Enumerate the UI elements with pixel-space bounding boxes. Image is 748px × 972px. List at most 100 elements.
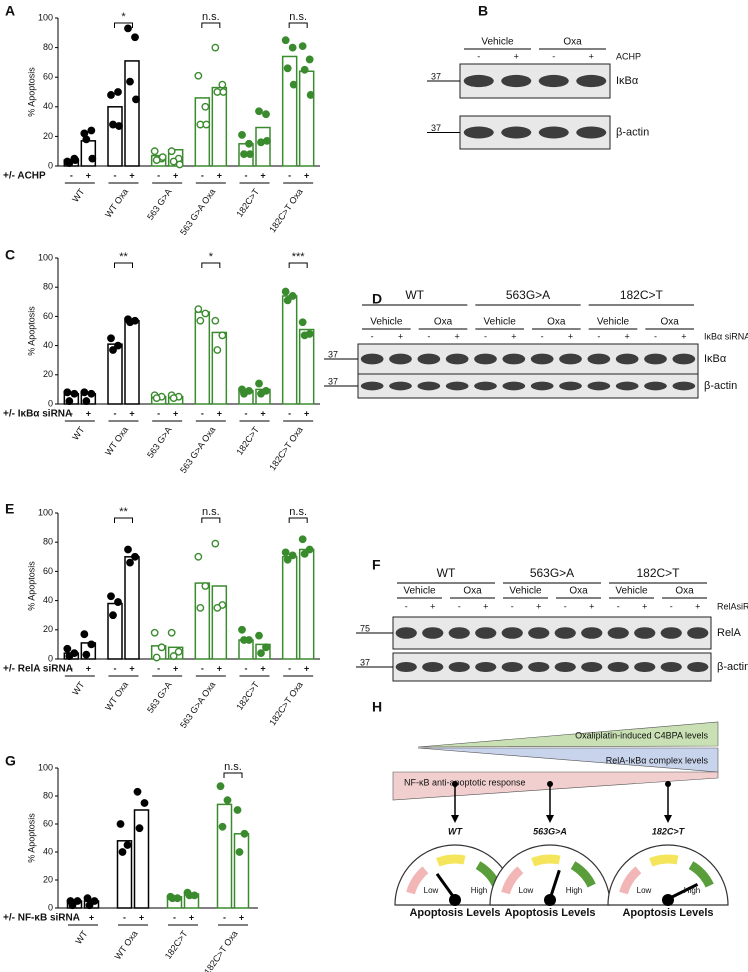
y-tick-label: 60 xyxy=(43,818,53,828)
panel-letter: F xyxy=(372,557,381,573)
sign-label: - xyxy=(201,170,204,180)
sign-label: - xyxy=(288,408,291,418)
lane-sign: - xyxy=(617,601,620,611)
sig-label: n.s. xyxy=(202,506,220,518)
data-point xyxy=(194,305,203,313)
data-point xyxy=(245,139,253,148)
sign-label: + xyxy=(260,170,265,180)
data-point xyxy=(211,539,220,548)
data-point xyxy=(281,36,290,45)
sign-label: + xyxy=(89,912,94,922)
bar xyxy=(194,582,211,660)
sign-label: - xyxy=(201,408,204,418)
data-point xyxy=(169,652,178,660)
data-point xyxy=(114,341,122,350)
wedge-label: Oxaliplatin-induced C4BPA levels xyxy=(575,730,708,740)
gauge-low: Low xyxy=(519,886,534,895)
gauge-hub xyxy=(662,894,674,906)
group-label: 563 G>A xyxy=(145,680,174,715)
blot-band xyxy=(587,353,611,365)
blot-band xyxy=(607,627,629,639)
data-point xyxy=(158,153,167,162)
blot-band xyxy=(395,661,417,673)
blot-band xyxy=(607,661,629,673)
data-point xyxy=(65,652,74,660)
data-point xyxy=(202,120,211,129)
blot-band xyxy=(576,126,607,139)
data-point xyxy=(124,545,132,554)
sign-label: - xyxy=(114,408,117,418)
data-point xyxy=(246,150,254,159)
bar xyxy=(133,809,150,909)
data-point xyxy=(175,160,184,169)
sign-label: + xyxy=(139,912,144,922)
data-point xyxy=(169,157,178,166)
data-point xyxy=(133,787,142,796)
sign-label: + xyxy=(304,170,309,180)
wedge xyxy=(417,721,719,748)
data-point xyxy=(152,156,161,164)
data-point xyxy=(233,806,242,814)
blot-band xyxy=(559,381,582,391)
blot-band xyxy=(530,353,554,365)
gauge-label: WT xyxy=(448,826,463,836)
sig-label: n.s. xyxy=(289,11,307,23)
blot-band xyxy=(474,353,497,365)
treatment-label: +/- RelA siRNA xyxy=(3,664,73,675)
y-tick-label: 20 xyxy=(43,131,53,141)
gauge-caption: Apoptosis Levels xyxy=(504,907,595,919)
data-point xyxy=(201,102,210,111)
blot-band xyxy=(463,74,494,88)
gauge-high: High xyxy=(471,886,487,895)
blot-band xyxy=(422,627,444,639)
mw-marker: 37 xyxy=(360,657,370,667)
panel-letter: C xyxy=(5,247,15,263)
lane-sign: - xyxy=(427,331,430,341)
lane-sign: - xyxy=(654,331,657,341)
sig-label: ** xyxy=(119,251,128,263)
gauge-caption: Apoptosis Levels xyxy=(622,907,713,919)
data-point xyxy=(194,71,203,80)
sig-bracket xyxy=(288,262,308,268)
y-tick-label: 100 xyxy=(38,507,53,517)
sign-label: + xyxy=(86,408,91,418)
data-point xyxy=(126,558,134,567)
group-label: 563 G>A Oxa xyxy=(178,425,217,475)
data-point xyxy=(288,43,297,52)
y-axis-label: % Apoptosis xyxy=(26,561,36,611)
data-point xyxy=(174,647,183,656)
data-point xyxy=(63,644,72,653)
group-label: 182C>T Oxa xyxy=(267,425,305,473)
sig-label: n.s. xyxy=(202,11,220,23)
sign-label: + xyxy=(129,408,134,418)
data-point xyxy=(201,309,210,318)
data-point xyxy=(289,80,298,89)
data-point xyxy=(167,147,176,156)
blot-band xyxy=(644,381,667,391)
data-point xyxy=(300,65,309,74)
group-label: 182C>T xyxy=(163,928,190,961)
blot-band xyxy=(360,353,384,365)
sign-label: - xyxy=(73,912,76,922)
sign-label: - xyxy=(70,170,73,180)
lane-sign: + xyxy=(536,601,541,611)
blot-band xyxy=(615,353,639,365)
blot-band xyxy=(634,661,656,673)
wedge xyxy=(392,771,719,801)
data-point xyxy=(305,545,314,554)
sign-label: - xyxy=(201,663,204,673)
data-point xyxy=(262,643,270,652)
data-point xyxy=(152,653,161,662)
y-tick-label: 20 xyxy=(43,874,53,884)
data-point xyxy=(168,894,177,903)
data-point xyxy=(116,820,125,828)
data-point xyxy=(65,159,74,167)
condition-label: Vehicle xyxy=(615,586,648,597)
data-point xyxy=(218,331,227,340)
lane-sign: - xyxy=(511,601,514,611)
gauge-arc xyxy=(436,854,466,867)
blot-band xyxy=(501,661,523,673)
bar xyxy=(298,328,315,405)
data-point xyxy=(238,625,246,634)
